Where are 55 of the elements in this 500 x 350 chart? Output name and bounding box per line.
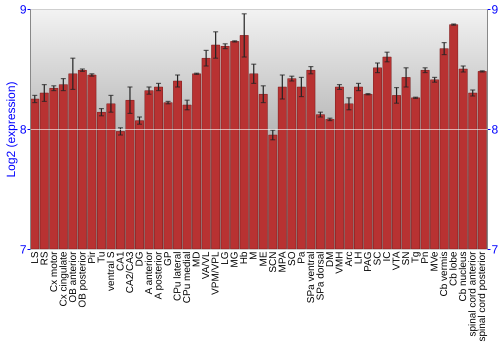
x-tick-label: LS [30, 251, 41, 264]
y2-tick-label: 9 [492, 2, 498, 16]
x-tick-label: A posterior [154, 250, 165, 300]
y-tick-label: 8 [20, 122, 27, 136]
x-tick-label: GP [163, 251, 174, 266]
x-tick-label: Pir [86, 250, 98, 264]
y2-tick-label: 7 [492, 242, 498, 256]
x-tick-label: spinal cord posterior [477, 250, 488, 342]
x-tick-label: Hb [239, 251, 250, 264]
x-tick-label: MPA [277, 251, 288, 272]
x-tick-label: SCN [268, 252, 279, 273]
x-tick-label: Cx cingulate [58, 251, 70, 307]
x-tick-label: VTA [392, 251, 403, 270]
x-tick-label: M [248, 252, 260, 260]
x-tick-label: CA1 [115, 251, 126, 271]
y-axis-title: Log2 (expression) [4, 81, 18, 178]
x-tick-label: LH [353, 252, 364, 264]
x-tick-label: Cx motor [48, 250, 60, 292]
x-tick-label: VPM/VPL [210, 251, 222, 295]
x-tick-label: MG [230, 251, 241, 268]
x-tick-label: SC [372, 252, 384, 266]
x-tick-label: OB anterior [68, 250, 79, 303]
x-tick-label: OB posterior [77, 250, 88, 308]
x-tick-label: SPa ventral [306, 252, 317, 304]
x-tick-label: Cb lobe [448, 251, 460, 286]
x-tick-label: Cb vermis [439, 252, 450, 297]
x-tick-label: ventral S [106, 251, 117, 291]
x-tick-label: Tg [410, 252, 422, 264]
x-tick-label: PAG [362, 251, 374, 272]
x-tick-label: Arc [344, 252, 355, 266]
x-tick-label: Pa [296, 251, 308, 264]
y-tick-label: 7 [20, 242, 27, 256]
x-tick-label: CA2/CA3 [124, 251, 136, 294]
x-tick-label: MD [192, 252, 203, 268]
x-tick-label: SPa dorsal [315, 252, 326, 300]
x-tick-label: CPu lateral [172, 252, 184, 301]
x-tick-label: SN [401, 252, 412, 266]
x-tick-label: DG [134, 251, 146, 266]
x-tick-label: Pn [420, 252, 432, 264]
x-tick-label: A anterior [144, 250, 156, 294]
x-tick-label: SO [286, 251, 298, 266]
x-tick-label: VA/VL [201, 251, 212, 280]
y-tick-label: 9 [20, 2, 27, 16]
x-tick-label: IC [382, 252, 394, 262]
x-tick-label: DM [324, 252, 336, 268]
x-tick-label: ME [258, 251, 270, 266]
x-tick-label: CPu medial [182, 252, 194, 304]
x-tick-label: Cb nucleus [458, 252, 470, 302]
y2-tick-label: 8 [492, 122, 498, 136]
x-tick-label: RS [39, 251, 50, 266]
x-tick-label: VMH [334, 252, 346, 274]
x-tick-label: MVe [430, 251, 441, 272]
x-tick-label: Tu [96, 252, 108, 263]
x-tick-label: LG [220, 251, 232, 265]
x-tick-label: spinal cord anterior [468, 250, 479, 337]
